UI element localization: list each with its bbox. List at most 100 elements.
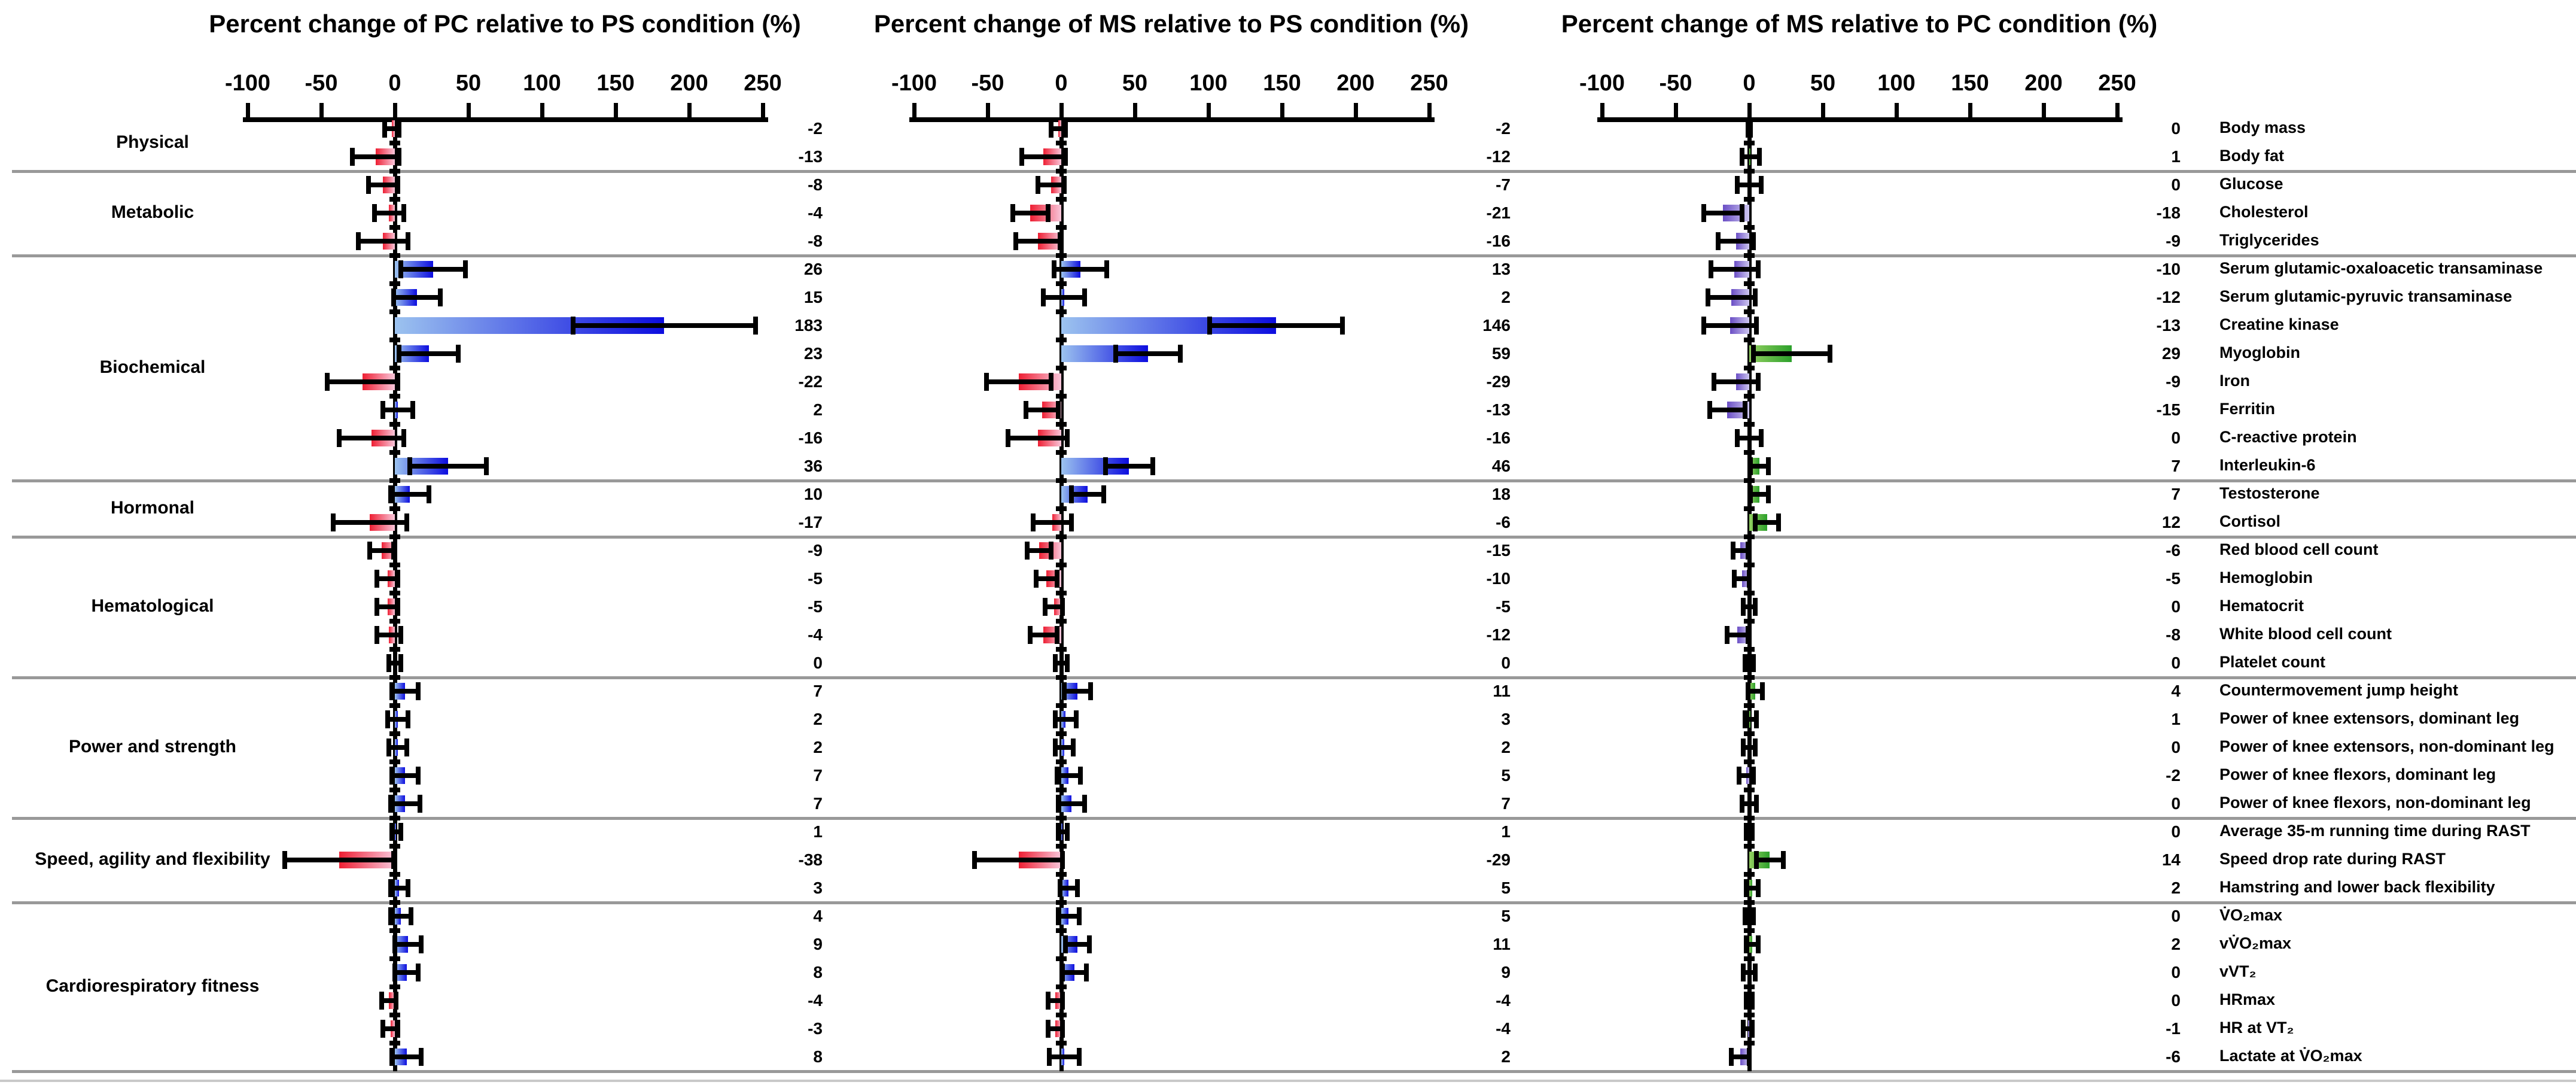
row-tick xyxy=(1056,703,1067,708)
error-bar xyxy=(1051,126,1066,131)
error-bar xyxy=(383,1026,398,1031)
error-bar-cap xyxy=(1034,570,1039,588)
row-tick xyxy=(1744,534,1755,539)
value-label: -4 xyxy=(808,625,823,644)
value-label: 7 xyxy=(2171,485,2181,503)
row-tick xyxy=(389,731,400,736)
error-bar xyxy=(358,239,409,244)
error-bar xyxy=(1062,970,1086,975)
axis-tick xyxy=(1895,103,1899,117)
error-bar-cap xyxy=(1051,260,1056,278)
error-bar-cap xyxy=(1010,204,1015,222)
row-tick xyxy=(1744,478,1755,483)
row-tick xyxy=(1744,646,1755,652)
axis-tick-label: 150 xyxy=(1263,71,1301,96)
row-tick xyxy=(1744,787,1755,792)
axis-tick-label: -100 xyxy=(224,71,271,96)
error-bar-cap xyxy=(1069,485,1074,503)
row-label: Body fat xyxy=(2219,147,2284,165)
group-label: Physical xyxy=(116,132,189,152)
axis-tick xyxy=(912,103,916,117)
row-tick xyxy=(389,449,400,455)
value-label: 18 xyxy=(1491,485,1511,503)
error-bar-cap xyxy=(1716,232,1721,250)
row-tick xyxy=(1744,309,1755,314)
axis-tick xyxy=(1674,103,1678,117)
row-tick xyxy=(1744,759,1755,764)
error-bar xyxy=(1021,154,1066,159)
error-bar xyxy=(1755,520,1779,525)
error-bar-cap xyxy=(382,120,387,138)
error-bar xyxy=(1753,351,1831,356)
error-bar xyxy=(390,801,420,806)
row-label: Red blood cell count xyxy=(2219,540,2379,558)
error-bar-cap xyxy=(374,570,380,588)
row-tick xyxy=(1744,815,1755,820)
axis-tick xyxy=(1059,103,1064,117)
group-label: Cardiorespiratory fitness xyxy=(45,975,260,996)
error-bar-cap xyxy=(1023,401,1028,419)
error-bar xyxy=(1711,267,1758,272)
row-label: Countermovement jump height xyxy=(2219,681,2459,699)
error-bar-cap xyxy=(1057,232,1062,250)
error-bar xyxy=(1059,886,1078,891)
error-bar-cap xyxy=(1073,710,1079,728)
error-bar xyxy=(1744,914,1754,919)
value-label: -3 xyxy=(808,1019,823,1038)
error-bar-cap xyxy=(1060,851,1065,869)
panel-2-title: Percent change of MS relative to PS cond… xyxy=(873,10,1469,38)
error-bar xyxy=(374,211,404,215)
error-bar xyxy=(1746,886,1758,891)
row-tick xyxy=(1744,393,1755,399)
row-label: vVT₂ xyxy=(2219,962,2257,980)
error-bar-cap xyxy=(1047,1048,1052,1066)
row-tick xyxy=(1056,815,1067,820)
error-bar xyxy=(1027,548,1051,553)
value-label: -15 xyxy=(2156,400,2181,419)
row-tick xyxy=(1056,590,1067,595)
error-bar-cap xyxy=(1035,176,1040,194)
figure-bottom-border xyxy=(0,1080,2576,1082)
error-bar-cap xyxy=(367,542,373,560)
axis-tick-label: 50 xyxy=(455,71,482,96)
error-bar-cap xyxy=(395,176,400,194)
axis-tick-label: 100 xyxy=(523,71,561,96)
row-tick xyxy=(1744,1040,1755,1046)
row-tick xyxy=(1744,224,1755,230)
row-tick xyxy=(389,899,400,905)
row-tick xyxy=(389,1040,400,1046)
error-bar xyxy=(384,126,400,131)
error-bar-cap xyxy=(1751,654,1756,672)
axis-tick xyxy=(1600,103,1604,117)
group-label: Speed, agility and flexibility xyxy=(35,849,270,869)
row-label: Serum glutamic-oxaloacetic transaminase xyxy=(2219,259,2543,277)
error-bar-cap xyxy=(1745,120,1750,138)
error-bar-cap xyxy=(397,345,402,363)
error-bar-cap xyxy=(398,626,403,644)
error-bar-cap xyxy=(419,935,424,953)
error-bar xyxy=(1746,942,1758,947)
error-bar-cap xyxy=(426,485,431,503)
value-label: 15 xyxy=(803,288,823,306)
error-bar xyxy=(1055,745,1073,750)
row-tick xyxy=(1744,843,1755,849)
value-label: 2 xyxy=(2171,879,2181,897)
error-bar-cap xyxy=(1103,457,1108,475)
error-bar-cap xyxy=(1056,823,1061,841)
error-bar-cap xyxy=(1045,204,1051,222)
value-label: -9 xyxy=(2166,372,2181,391)
error-bar-cap xyxy=(1745,542,1750,560)
axis-tick xyxy=(986,103,990,117)
error-bar-cap xyxy=(416,767,421,785)
axis-tick xyxy=(467,103,471,117)
row-label: White blood cell count xyxy=(2219,625,2392,643)
error-bar xyxy=(1049,1054,1079,1059)
axis-tick-label: 50 xyxy=(1122,71,1148,96)
value-label: 0 xyxy=(2171,794,2181,813)
value-label: -29 xyxy=(1486,372,1511,391)
error-bar-cap xyxy=(1048,373,1053,391)
error-bar xyxy=(1732,548,1748,553)
value-label: -13 xyxy=(798,147,823,166)
error-bar xyxy=(1708,295,1755,300)
row-tick xyxy=(1056,196,1067,202)
